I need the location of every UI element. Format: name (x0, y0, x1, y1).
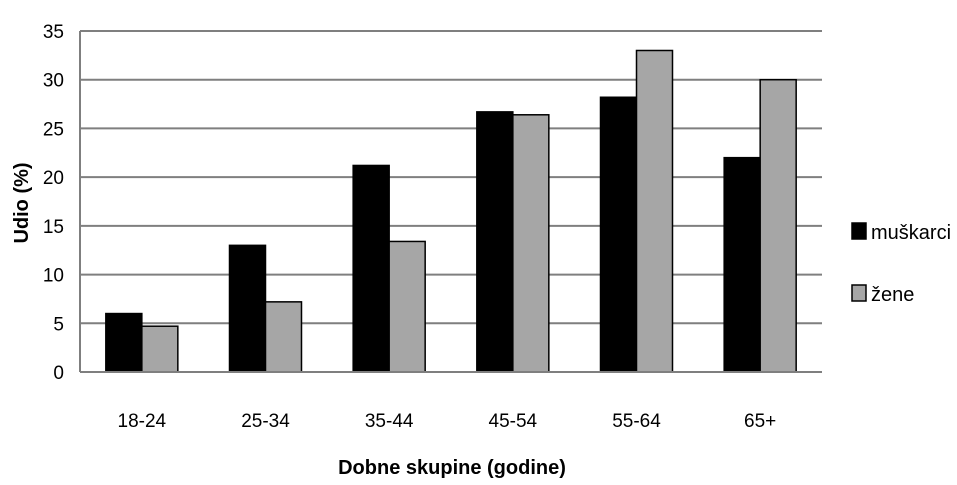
y-tick-label: 30 (43, 71, 64, 92)
x-tick-label: 45-54 (489, 411, 538, 432)
legend-label: žene (871, 284, 914, 306)
bar-series-1 (105, 312, 143, 373)
bar-series-1 (723, 156, 761, 373)
bar-series-2 (388, 240, 426, 373)
bar-series-2 (635, 49, 674, 373)
x-tick-label: 25-34 (241, 411, 290, 432)
bar-series-1 (599, 96, 638, 373)
legend-swatch (851, 284, 867, 302)
legend-label: muškarci (871, 222, 951, 244)
y-axis-title: Udio (%) (11, 162, 33, 243)
bars (105, 49, 797, 373)
y-tick-label: 0 (53, 363, 64, 384)
bar-series-1 (476, 111, 514, 373)
x-tick-label: 35-44 (365, 411, 414, 432)
y-tick-label: 10 (43, 266, 64, 287)
y-tick-label: 15 (43, 217, 64, 238)
bar-series-1 (352, 164, 390, 373)
y-tick-label: 35 (43, 22, 64, 43)
x-tick-label: 65+ (744, 411, 776, 432)
x-tick-label: 18-24 (118, 411, 167, 432)
y-tick-label: 25 (43, 119, 64, 140)
y-axis-ticks: 0 5 10 15 20 25 30 35 (43, 22, 64, 384)
bar-series-2 (141, 325, 179, 373)
legend: muškarci žene (851, 222, 951, 306)
x-axis-title: Dobne skupine (godine) (338, 457, 566, 479)
y-tick-label: 5 (53, 314, 64, 335)
gridlines (80, 30, 822, 325)
x-tick-label: 55-64 (612, 411, 661, 432)
bar-series-2 (264, 301, 303, 373)
bar-series-2 (759, 78, 797, 373)
y-tick-label: 20 (43, 168, 64, 189)
x-axis-ticks: 18-24 25-34 35-44 45-54 55-64 65+ (118, 411, 777, 432)
bar-series-1 (228, 244, 267, 373)
bar-series-2 (512, 114, 550, 373)
legend-swatch (851, 222, 867, 240)
